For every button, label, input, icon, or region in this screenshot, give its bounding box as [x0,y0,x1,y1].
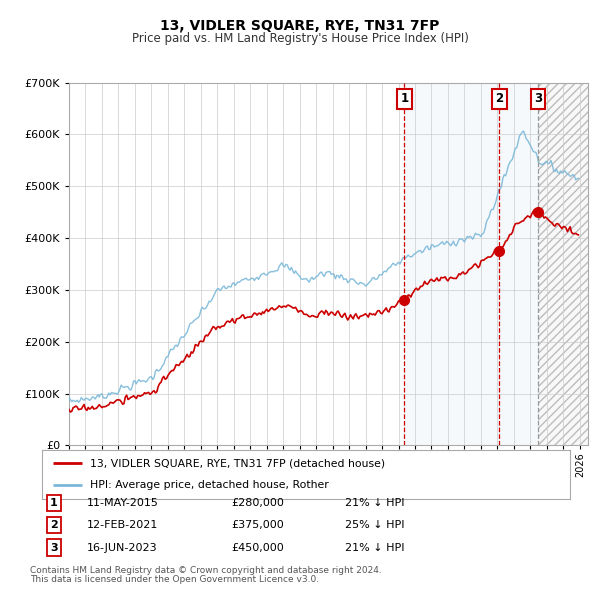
Text: 1: 1 [400,93,409,106]
Text: £375,000: £375,000 [231,520,284,530]
Text: 11-MAY-2015: 11-MAY-2015 [87,498,159,507]
Text: 25% ↓ HPI: 25% ↓ HPI [345,520,404,530]
Bar [404,83,538,445]
Text: 21% ↓ HPI: 21% ↓ HPI [345,498,404,507]
Text: Contains HM Land Registry data © Crown copyright and database right 2024.: Contains HM Land Registry data © Crown c… [30,566,382,575]
Bar [538,83,588,445]
Text: 13, VIDLER SQUARE, RYE, TN31 7FP (detached house): 13, VIDLER SQUARE, RYE, TN31 7FP (detach… [89,458,385,468]
Text: £280,000: £280,000 [231,498,284,507]
Text: 1: 1 [50,498,58,507]
Text: 21% ↓ HPI: 21% ↓ HPI [345,543,404,552]
Text: 16-JUN-2023: 16-JUN-2023 [87,543,158,552]
Text: 12-FEB-2021: 12-FEB-2021 [87,520,158,530]
Text: Price paid vs. HM Land Registry's House Price Index (HPI): Price paid vs. HM Land Registry's House … [131,32,469,45]
Text: £450,000: £450,000 [231,543,284,552]
Bar [538,83,588,445]
Text: 13, VIDLER SQUARE, RYE, TN31 7FP: 13, VIDLER SQUARE, RYE, TN31 7FP [160,19,440,33]
Text: 3: 3 [50,543,58,552]
Text: 2: 2 [50,520,58,530]
Text: This data is licensed under the Open Government Licence v3.0.: This data is licensed under the Open Gov… [30,575,319,584]
Text: 2: 2 [495,93,503,106]
Text: HPI: Average price, detached house, Rother: HPI: Average price, detached house, Roth… [89,480,328,490]
Text: 3: 3 [534,93,542,106]
